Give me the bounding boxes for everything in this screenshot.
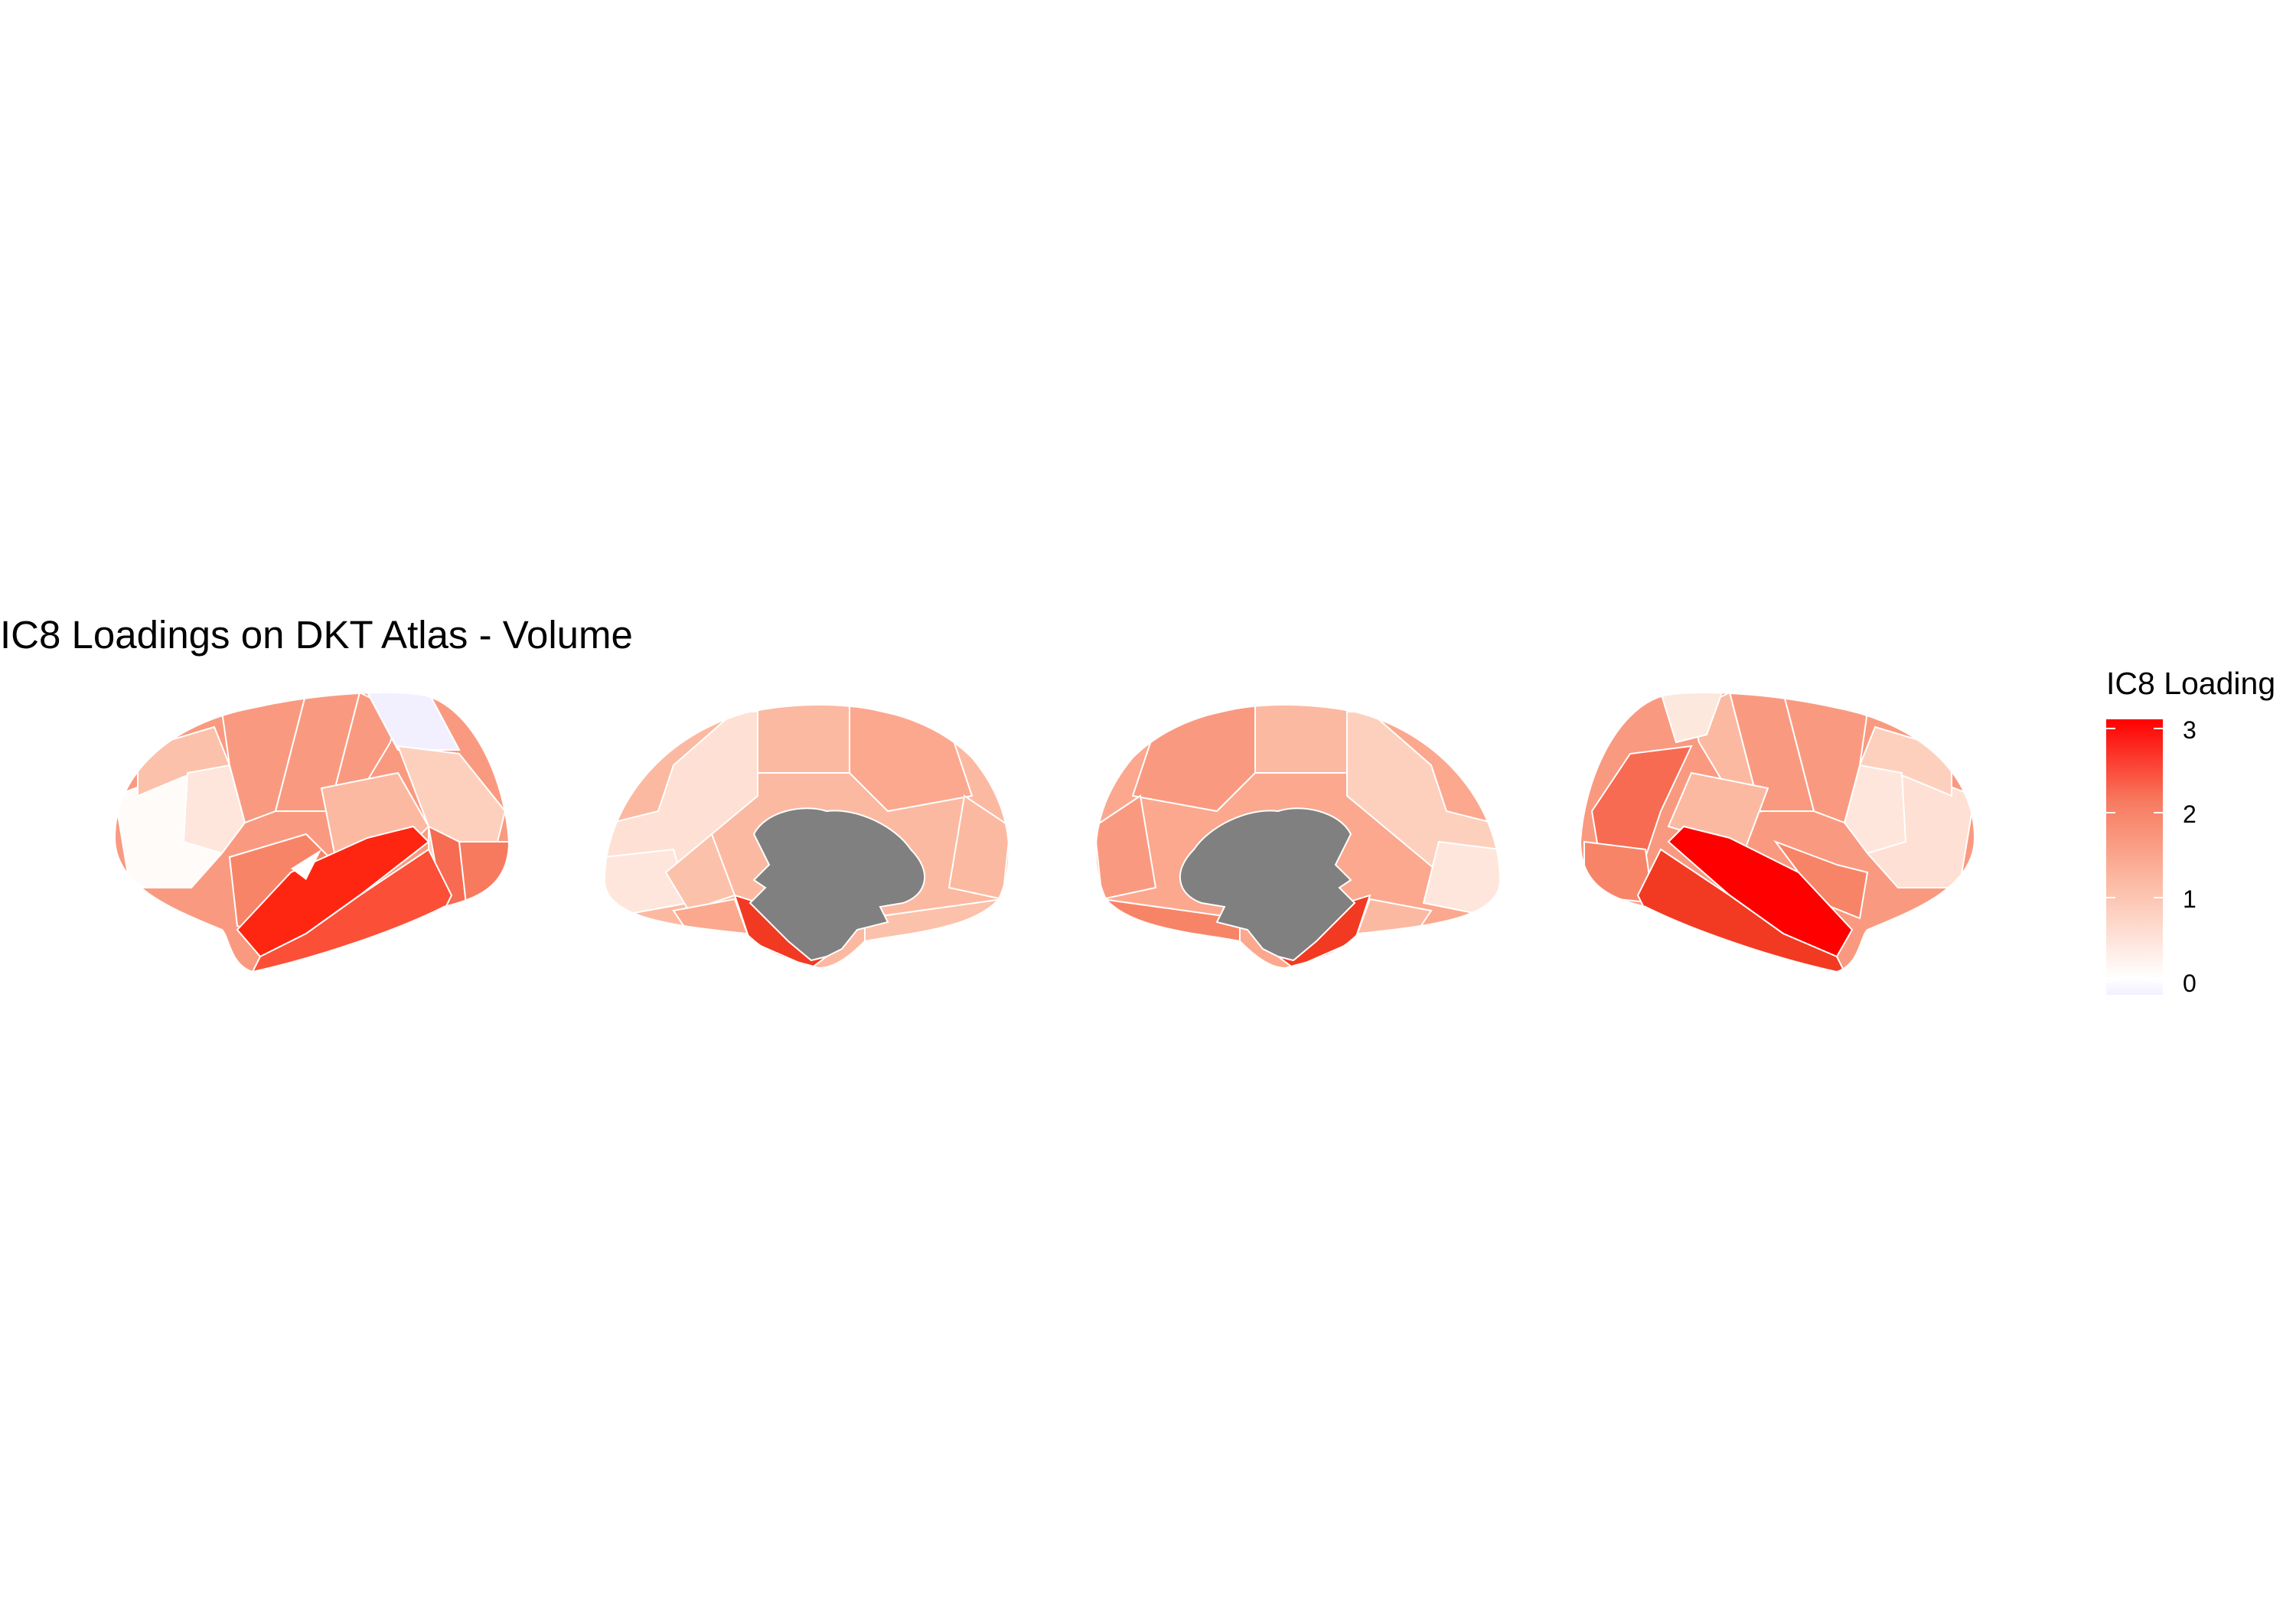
colorbar-ticks [2106,728,2163,983]
legend-title: IC8 Loading [2106,666,2276,701]
chart-title: IC8 Loadings on DKT Atlas - Volume [0,613,633,657]
subcortical-mask-left [748,807,925,962]
colorbar-tick-label: 0 [2183,970,2197,997]
brain-left-lateral [115,693,509,972]
colorbar-tick-label: 2 [2183,800,2197,828]
colorbar-tick-label: 3 [2183,716,2197,744]
brain-right-lateral [1580,693,1975,972]
colorbar-tick-label: 1 [2183,885,2197,913]
subcortical-mask-right [1179,807,1356,962]
colorbar [2106,719,2163,995]
